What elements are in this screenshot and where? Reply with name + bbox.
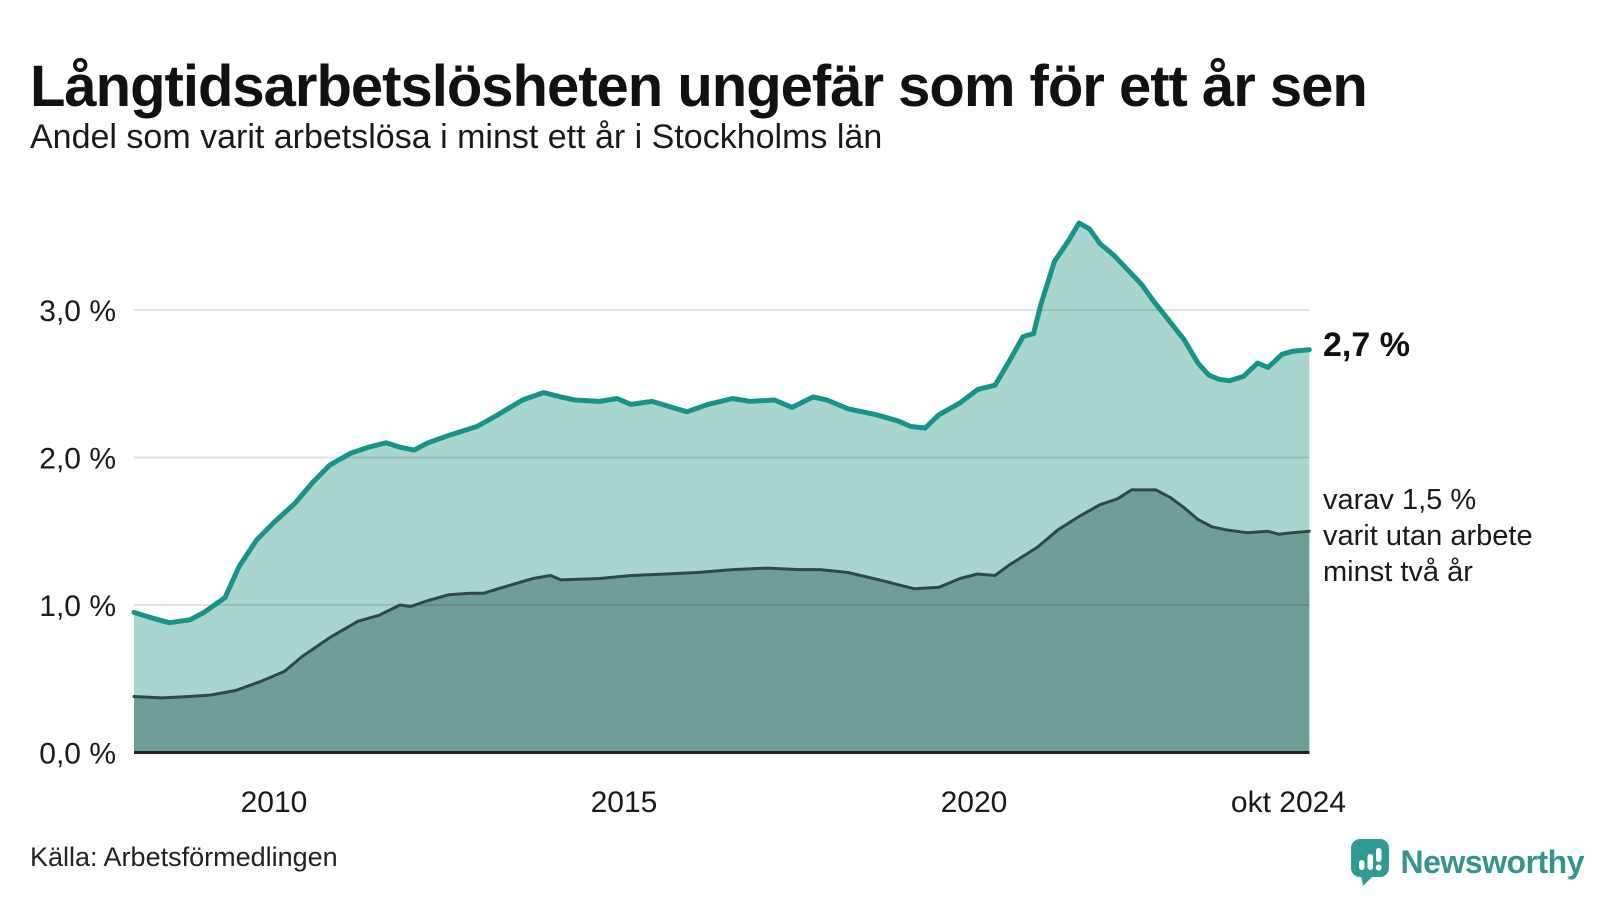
series-lines bbox=[131, 220, 1312, 700]
svg-text:2015: 2015 bbox=[591, 786, 658, 819]
svg-text:okt 2024: okt 2024 bbox=[1231, 786, 1346, 819]
newsworthy-logo: Newsworthy bbox=[1350, 838, 1585, 886]
two-year-annotation: varav 1,5 % varit utan arbete minst två … bbox=[1323, 484, 1533, 588]
y-axis-tick-labels: 0,0 % 1,0 % 2,0 % 3,0 % bbox=[39, 295, 116, 771]
chart-subtitle: Andel som varit arbetslösa i minst ett å… bbox=[30, 118, 883, 156]
area-fills bbox=[134, 223, 1310, 753]
svg-text:2,0 %: 2,0 % bbox=[39, 443, 116, 476]
svg-text:1,0 %: 1,0 % bbox=[39, 590, 116, 623]
svg-text:2010: 2010 bbox=[241, 786, 308, 819]
svg-text:3,0 %: 3,0 % bbox=[39, 295, 116, 328]
gridlines bbox=[134, 309, 1310, 606]
source-caption: Källa: Arbetsförmedlingen bbox=[30, 842, 338, 872]
page-title: Långtidsarbetslösheten ungefär som för e… bbox=[30, 53, 1368, 119]
newsworthy-icon bbox=[1350, 838, 1392, 886]
svg-text:0,0 %: 0,0 % bbox=[39, 738, 116, 771]
x-axis-tick-labels: 2010 2015 2020 okt 2024 bbox=[241, 786, 1346, 819]
svg-text:2020: 2020 bbox=[941, 786, 1008, 819]
newsworthy-wordmark: Newsworthy bbox=[1400, 843, 1585, 880]
latest-value-label: 2,7 % bbox=[1323, 326, 1410, 364]
